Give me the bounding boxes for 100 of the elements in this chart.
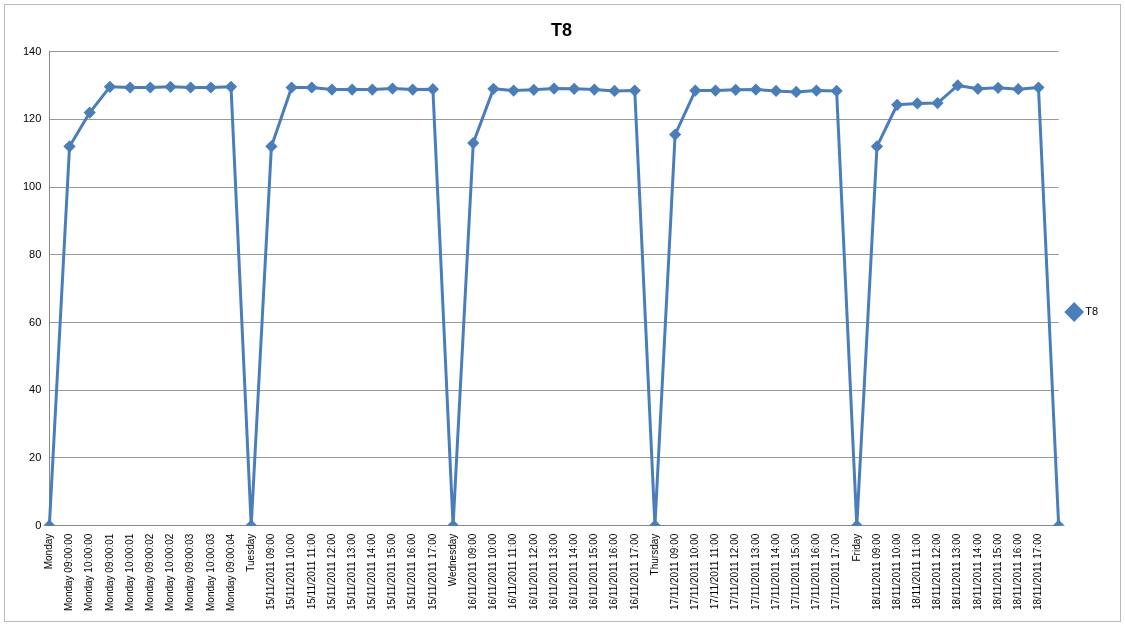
x-tick-label: Monday 09:00:02: [144, 533, 156, 611]
x-tick-label: 17/11/2011 17:00: [830, 533, 842, 611]
point: [164, 81, 176, 93]
point: [730, 84, 742, 96]
point: [750, 84, 762, 96]
point: [265, 140, 277, 152]
x-tick-label: 15/11/2011 11:00: [305, 533, 317, 610]
x-tick-label: Tuesday: [244, 533, 256, 572]
x-tick-label: 18/11/2011 15:00: [991, 533, 1003, 611]
x-tick-label: 17/11/2011 12:00: [729, 533, 741, 611]
chart-title: T8: [550, 19, 573, 40]
point: [629, 85, 641, 97]
point: [467, 137, 479, 149]
point: [225, 81, 237, 93]
point: [770, 85, 782, 97]
point: [487, 83, 499, 95]
point: [669, 129, 681, 141]
point: [932, 97, 944, 109]
x-tick-label: 17/11/2011 11:00: [709, 533, 721, 610]
y-tick-label: 120: [22, 112, 42, 125]
x-tick-label: 18/11/2011 09:00: [870, 533, 882, 611]
x-tick-label: 17/11/2011 10:00: [689, 533, 701, 611]
x-tick-label: 16/11/2011 13:00: [547, 533, 559, 611]
point: [911, 97, 923, 109]
point: [548, 83, 560, 95]
x-tick-label: Monday 10:00:00: [83, 533, 95, 611]
x-tick-label: Monday 09:00:01: [103, 533, 115, 611]
point: [710, 85, 721, 97]
x-tick-label: 16/11/2011 14:00: [567, 533, 579, 611]
x-tick-label: 17/11/2011 14:00: [769, 533, 781, 611]
x-tick-label: 15/11/2011 10:00: [285, 533, 297, 611]
x-tick-label: 16/11/2011 10:00: [487, 533, 499, 611]
x-tick-label: Thursday: [648, 533, 660, 576]
x-tick-label: 15/11/2011 17:00: [426, 533, 438, 611]
point: [64, 140, 76, 152]
y-tick-label: 20: [29, 451, 42, 464]
x-tick-label: 17/11/2011 09:00: [668, 533, 680, 611]
x-tick-label: 17/11/2011 15:00: [789, 533, 801, 611]
x-tick-label: 15/11/2011 13:00: [345, 533, 357, 611]
x-tick-label: 18/11/2011 12:00: [931, 533, 943, 611]
point: [810, 85, 822, 97]
point: [689, 85, 701, 97]
point: [326, 84, 338, 96]
point: [508, 85, 520, 97]
point: [124, 82, 136, 93]
point: [831, 85, 843, 97]
x-tick-label: 16/11/2011 17:00: [628, 533, 640, 611]
x-tick-label: 15/11/2011 12:00: [325, 533, 337, 611]
x-tick-label: Monday 09:00:03: [184, 533, 196, 611]
x-tick-label: Monday 10:00:01: [123, 533, 135, 611]
x-tick-label: 17/11/2011 13:00: [749, 533, 761, 611]
point: [1012, 83, 1024, 95]
x-tick-label: 16/11/2011 16:00: [608, 533, 620, 611]
point: [144, 82, 156, 93]
point: [952, 79, 964, 91]
x-tick-label: Monday: [43, 533, 55, 570]
x-tick-label: 17/11/2011 16:00: [810, 533, 822, 611]
point: [104, 81, 116, 93]
point: [891, 99, 903, 111]
point: [387, 83, 399, 95]
x-tick-label: 16/11/2011 12:00: [527, 533, 539, 611]
point: [84, 107, 96, 119]
x-tick-label: 16/11/2011 11:00: [507, 533, 519, 610]
point: [588, 84, 600, 96]
x-tick-label: 15/11/2011 14:00: [366, 533, 378, 611]
x-tick-label: 18/11/2011 10:00: [890, 533, 902, 611]
point: [790, 86, 802, 98]
x-tick-label: Monday 10:00:03: [204, 533, 216, 611]
point: [346, 84, 358, 96]
x-tick-label: 18/11/2011 11:00: [911, 533, 923, 610]
y-tick-label: 100: [22, 180, 42, 193]
x-tick-label: 16/11/2011 09:00: [467, 533, 479, 611]
point: [992, 82, 1004, 94]
y-tick-label: 80: [29, 247, 42, 260]
x-tick-label: 15/11/2011 09:00: [265, 533, 277, 611]
point: [366, 84, 378, 96]
point: [568, 83, 580, 95]
x-tick-label: 15/11/2011 15:00: [386, 533, 398, 611]
point: [306, 82, 318, 93]
x-tick-label: 18/11/2011 14:00: [971, 533, 983, 611]
x-tick-label: Friday: [850, 533, 862, 562]
y-tick-label: 0: [35, 518, 42, 531]
point: [427, 83, 439, 95]
x-tick-label: 18/11/2011 13:00: [951, 533, 963, 611]
y-tick-label: 40: [29, 383, 42, 396]
y-tick-label: 60: [29, 315, 42, 328]
point: [609, 85, 621, 97]
point: [528, 84, 540, 96]
point: [972, 83, 984, 95]
x-tick-label: 18/11/2011 17:00: [1032, 533, 1044, 611]
y-tick-label: 140: [22, 44, 42, 57]
x-tick-label: 15/11/2011 16:00: [406, 533, 418, 611]
x-tick-label: Monday 09:00:00: [63, 533, 75, 611]
point: [407, 84, 419, 96]
point: [1032, 82, 1044, 93]
x-tick-label: Monday 10:00:02: [164, 533, 176, 611]
x-tick-label: 18/11/2011 16:00: [1012, 533, 1024, 611]
x-tick-label: Wednesday: [446, 533, 458, 587]
point: [205, 82, 217, 93]
x-tick-label: Monday 09:00:04: [224, 533, 236, 611]
